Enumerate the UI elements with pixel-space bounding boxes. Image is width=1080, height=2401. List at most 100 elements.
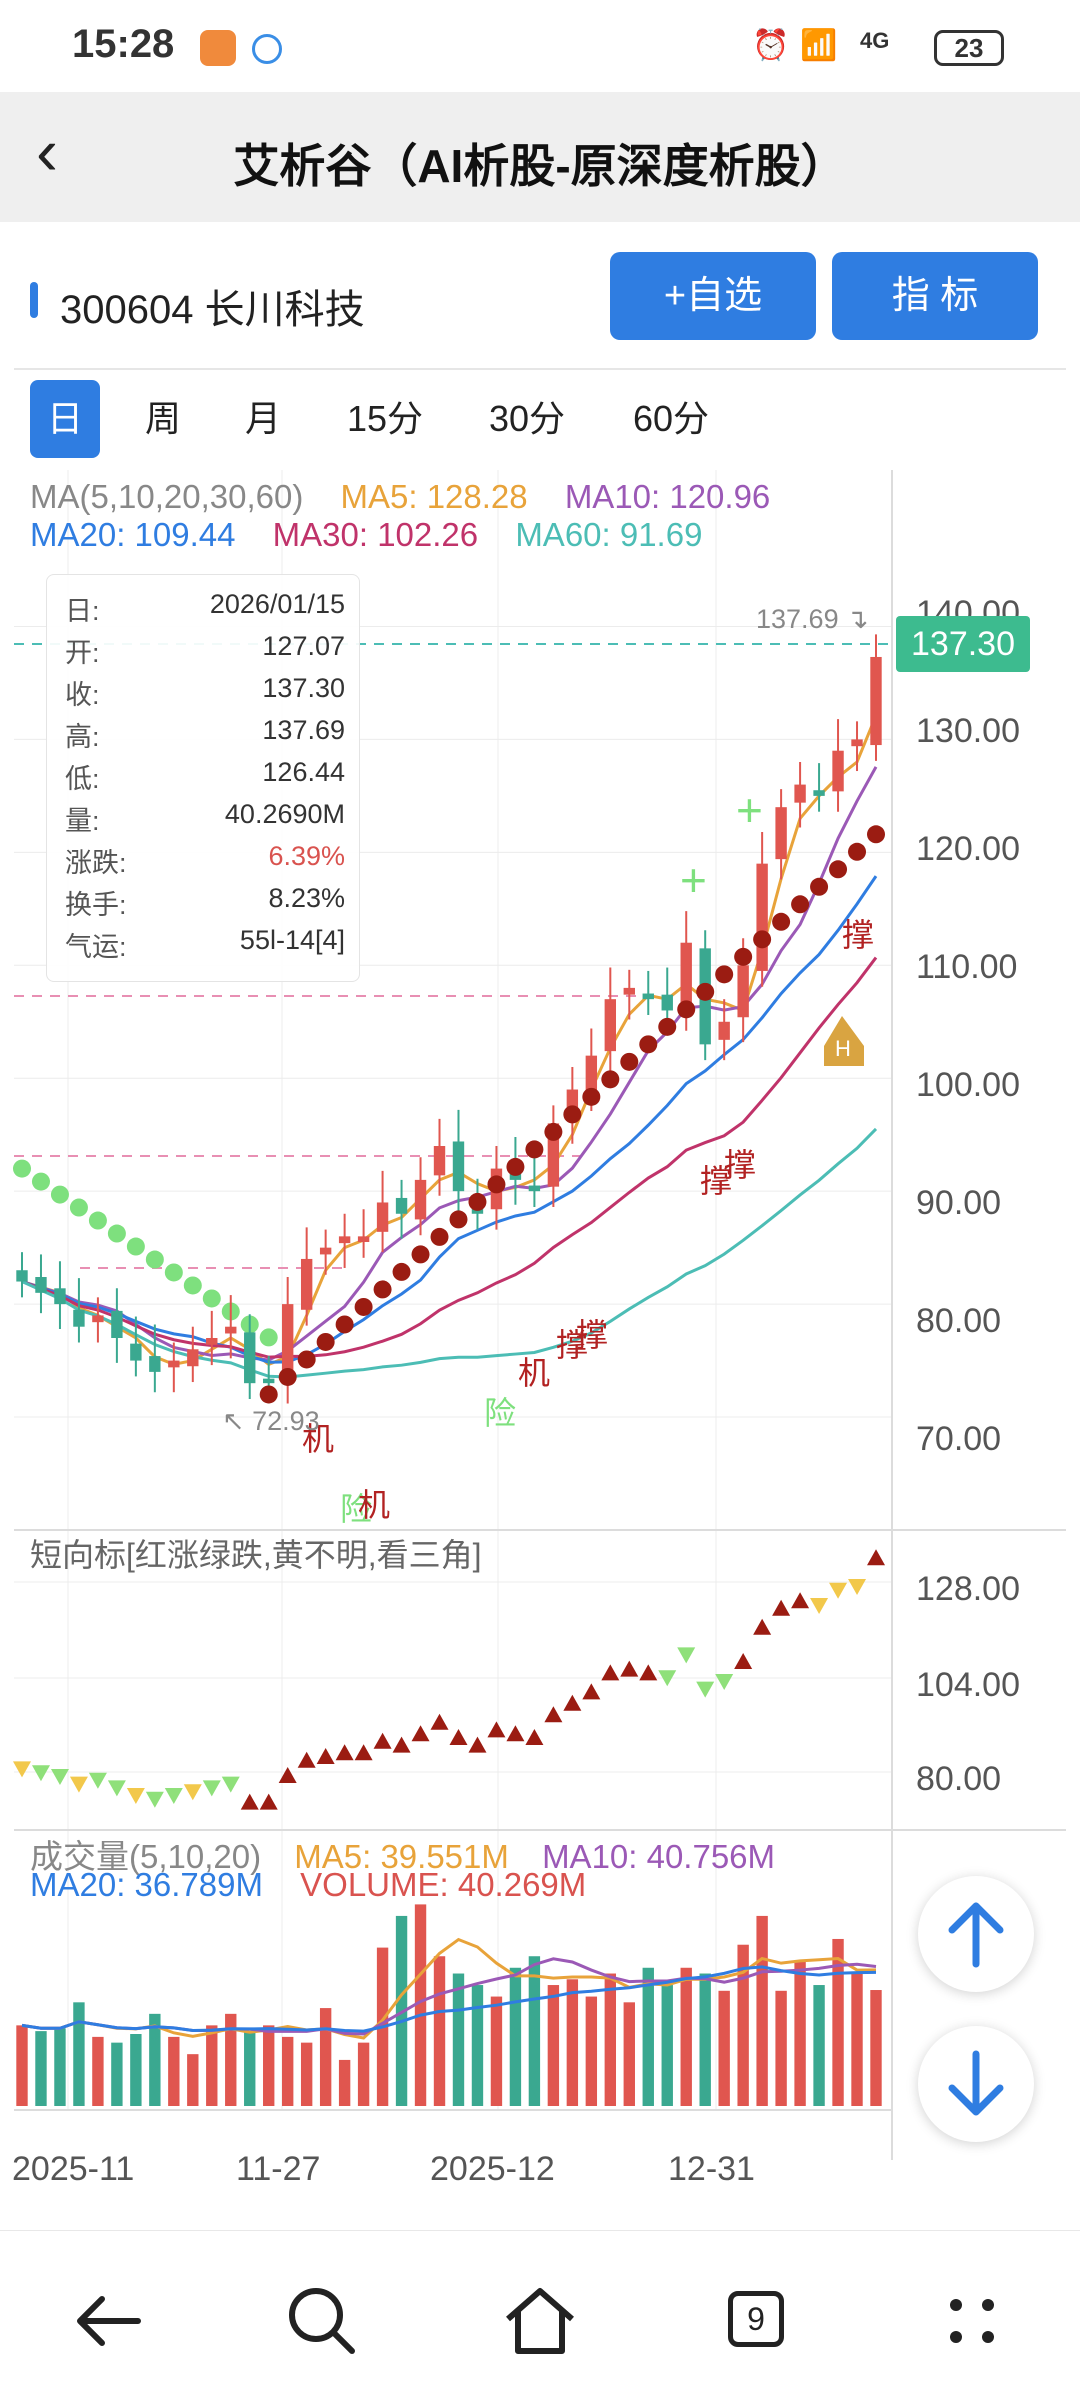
vol-ma20-legend: MA20: 36.789M: [30, 1866, 263, 1903]
green-signal-dot: [145, 1250, 164, 1269]
tab-count: 9: [747, 2301, 765, 2337]
volume-bar: [414, 1904, 427, 2106]
candle-body: [585, 1055, 598, 1096]
ma20-legend: MA20: 109.44: [30, 516, 236, 553]
info-value: 6.39%: [268, 841, 345, 871]
scroll-up-button[interactable]: [918, 1876, 1034, 1992]
tab-week[interactable]: 周: [144, 398, 181, 439]
vol-ma10-legend: MA10: 40.756M: [542, 1838, 776, 1875]
volume-legend: 成交量(5,10,20) MA5: 39.551M MA10: 40.756M: [30, 1830, 775, 1878]
candle-body: [433, 1146, 446, 1176]
candle-body: [528, 1185, 541, 1192]
info-row: 开: 127.07: [65, 631, 345, 670]
scroll-down-button[interactable]: [918, 2026, 1034, 2142]
short-indicator-triangle: [791, 1592, 810, 1609]
status-bar: 15:28 ⏰ 📶 4G 23: [0, 0, 1080, 92]
info-row: 高: 137.69: [65, 715, 345, 754]
volume-bar: [452, 1973, 465, 2106]
short-indicator-triangle: [430, 1713, 449, 1730]
red-signal-dot: [335, 1315, 354, 1334]
info-label: 低:: [65, 764, 100, 794]
red-signal-dot: [658, 1017, 677, 1036]
candle-body: [357, 1236, 370, 1242]
x-tick: 2025-11: [12, 2150, 135, 2188]
red-signal-dot: [601, 1070, 620, 1089]
red-signal-dot: [734, 947, 753, 966]
ma5-line: [21, 715, 878, 1367]
high-price: 137.69: [756, 604, 839, 634]
red-signal-dot: [297, 1350, 316, 1369]
red-signal-dot: [791, 895, 810, 914]
short-indicator-triangle: [373, 1732, 392, 1749]
candle-body: [149, 1356, 161, 1372]
stock-header: 300604 长川科技 +自选 指 标: [0, 222, 1080, 370]
red-signal-dot: [430, 1227, 449, 1246]
red-signal-dot: [677, 1000, 696, 1019]
volume-value: VOLUME: 40.269M: [300, 1866, 587, 1903]
tab-15min[interactable]: 15分: [346, 398, 424, 439]
kline-chart[interactable]: 机 险 机 险 机 撑 撑 撑 撑 撑 H + +: [0, 470, 1080, 2230]
volume-bar: [642, 1967, 654, 2106]
nav-bar: 艾析谷（AI析股-原深度析股） ‹: [0, 92, 1080, 222]
short-indicator-triangle: [164, 1788, 183, 1804]
info-row: 量: 40.2690M: [65, 799, 345, 838]
indicator-button[interactable]: 指 标: [832, 252, 1038, 340]
candle-body: [338, 1236, 351, 1244]
signal-label: 撑: [700, 1163, 732, 1199]
short-indicator-triangle: [278, 1767, 297, 1783]
ma-legend-row2: MA20: 109.44 MA30: 102.26 MA60: 91.69: [30, 516, 702, 554]
nav-search-button[interactable]: [272, 2271, 372, 2371]
info-label: 收:: [65, 680, 100, 710]
tab-day[interactable]: 日: [30, 380, 100, 458]
ma10-legend: MA10: 120.96: [564, 478, 771, 515]
candle-body: [92, 1315, 104, 1323]
nav-tabs-button[interactable]: 9: [706, 2271, 806, 2371]
candle-body: [680, 942, 692, 1006]
tab-month[interactable]: 月: [244, 398, 281, 439]
nav-home-button[interactable]: [490, 2271, 590, 2371]
volume-bar: [813, 1985, 825, 2106]
candle-body: [395, 1197, 408, 1214]
short-indicator-triangle: [297, 1751, 316, 1768]
candle-body: [35, 1277, 47, 1293]
short-indicator-triangle: [753, 1618, 772, 1635]
volume-bar: [225, 2013, 237, 2106]
candle-body: [547, 1123, 560, 1187]
red-signal-dot: [525, 1140, 544, 1159]
back-button[interactable]: ‹: [36, 114, 58, 188]
volume-bar: [244, 2031, 256, 2106]
green-signal-dot: [69, 1198, 88, 1217]
volume-bar: [168, 2036, 180, 2106]
red-signal-dot: [620, 1052, 639, 1071]
candle-body: [794, 784, 806, 803]
bottom-nav: 9: [0, 2230, 1080, 2401]
candle-body: [16, 1270, 28, 1282]
info-label: 高:: [65, 722, 100, 752]
red-signal-dot: [772, 912, 791, 931]
ma10-line: [21, 766, 878, 1362]
add-watchlist-button[interactable]: +自选: [610, 252, 816, 340]
tab-60min[interactable]: 60分: [632, 398, 710, 439]
last-price-badge: 137.30: [896, 616, 1030, 672]
info-label: 涨跌:: [65, 848, 127, 878]
volume-bar: [338, 2059, 351, 2106]
nav-back-button[interactable]: [58, 2271, 158, 2371]
short-indicator-triangle: [487, 1721, 506, 1738]
tab-30min[interactable]: 30分: [488, 398, 566, 439]
nav-menu-button[interactable]: [922, 2271, 1022, 2371]
info-label: 气运:: [65, 932, 127, 962]
candle-body: [263, 1378, 275, 1384]
volume-bar: [509, 1967, 522, 2106]
candle-body: [300, 1258, 313, 1310]
short-indicator-triangle: [772, 1599, 791, 1616]
tabs-icon: 9: [728, 2291, 784, 2347]
last-price: 137.30: [911, 625, 1015, 663]
volume-bar: [206, 2025, 218, 2106]
x-tick: 11-27: [236, 2150, 321, 2188]
menu-dots-icon: [950, 2299, 994, 2343]
red-signal-dot: [487, 1175, 506, 1194]
green-signal-dot: [126, 1237, 145, 1256]
info-value: 126.44: [262, 757, 345, 787]
signal-label: 撑: [556, 1327, 588, 1363]
red-signal-dot: [563, 1105, 582, 1124]
